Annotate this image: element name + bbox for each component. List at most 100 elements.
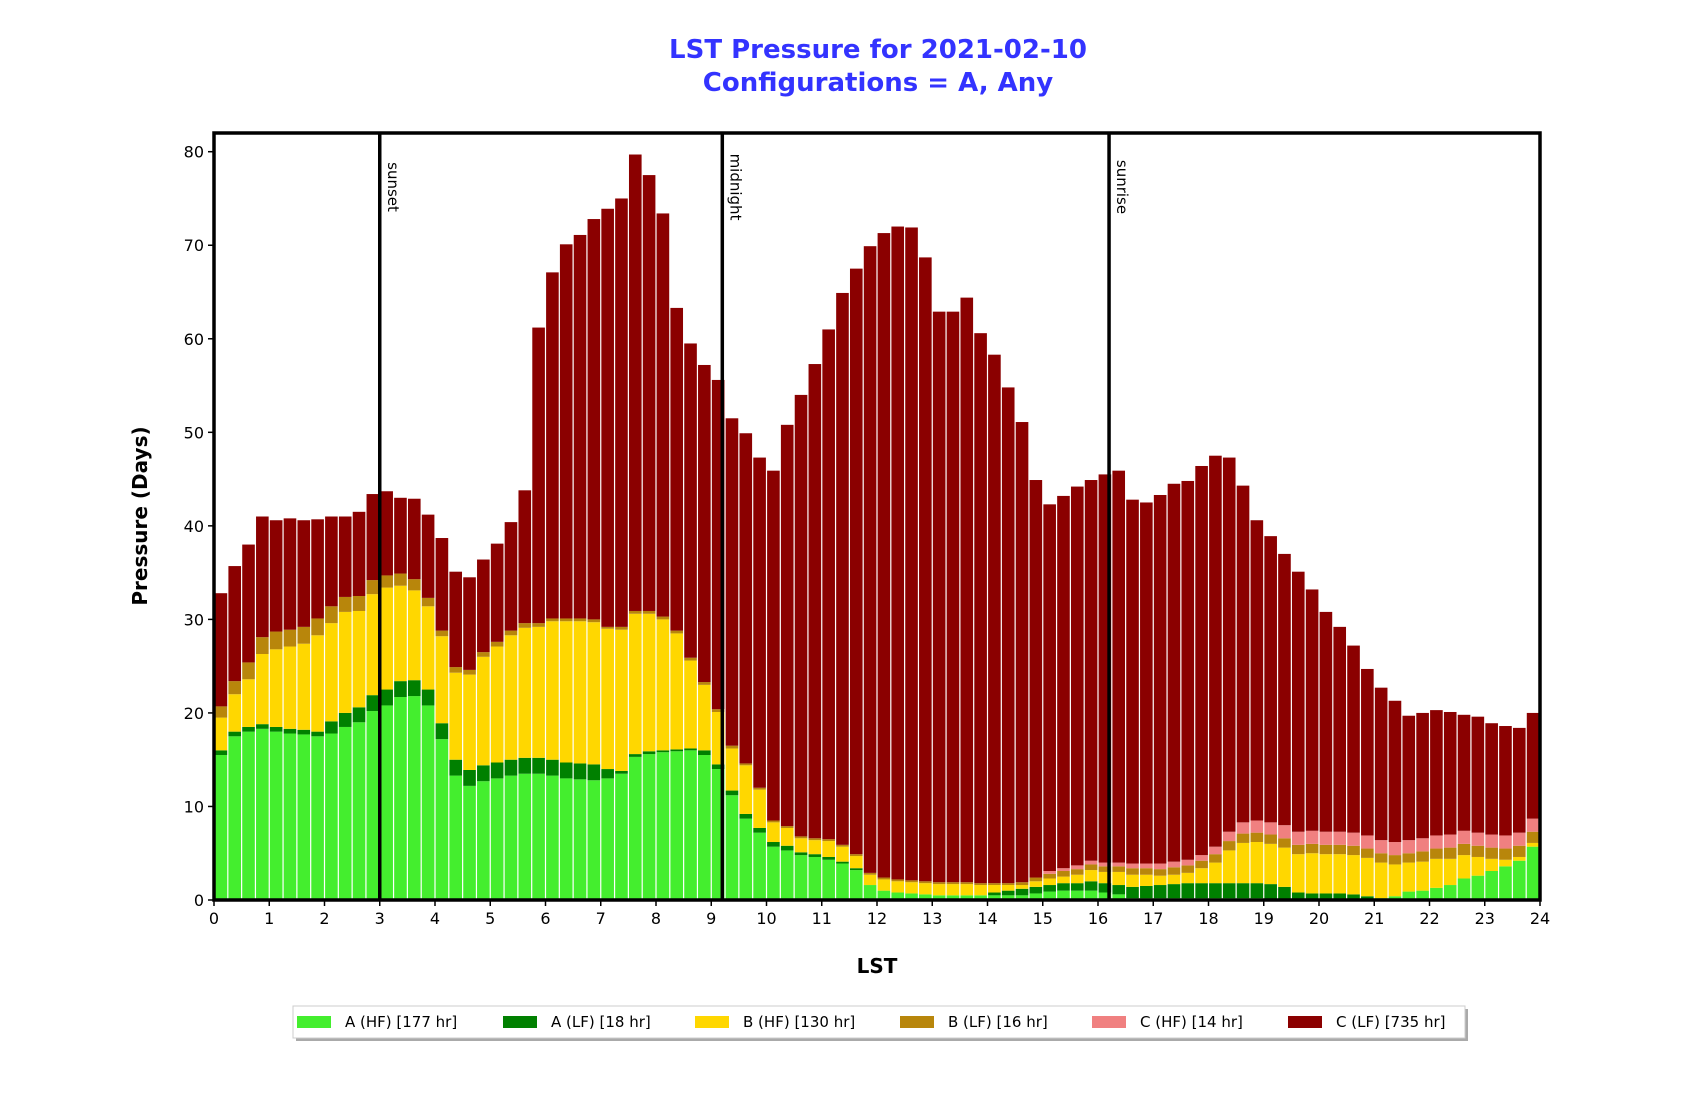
bar-segment-series-3 [297, 643, 311, 730]
bar-segment-series-2 [1181, 883, 1195, 899]
bar-segment-series-4 [642, 610, 656, 614]
bar-segment-series-4 [1471, 845, 1485, 857]
bar-segment-series-6 [311, 519, 324, 619]
bar-segment-series-3 [1084, 870, 1098, 882]
bar-segment-series-5 [1236, 822, 1250, 834]
bar-segment-series-6 [214, 593, 228, 707]
bar-segment-series-6 [1057, 495, 1070, 869]
bar-segment-series-3 [1305, 853, 1319, 894]
bar-segment-series-6 [338, 516, 352, 597]
bar-segment-series-2 [518, 757, 532, 774]
bar-segment-series-4 [615, 626, 628, 630]
bar-segment-series-2 [725, 790, 739, 796]
bar-segment-series-2 [1015, 888, 1029, 896]
bar-segment-series-3 [1319, 854, 1333, 894]
bar-segment-series-1 [794, 855, 808, 900]
bar-segment-series-1 [256, 728, 269, 900]
bar-segment-series-1 [1057, 890, 1070, 900]
legend: A (HF) [177 hr] A (LF) [18 hr] B (HF) [130… [292, 1005, 1468, 1041]
bar-segment-series-4 [1167, 867, 1181, 875]
bar-segment-series-3 [380, 587, 393, 690]
bar-segment-series-3 [573, 621, 587, 764]
bar-segment-series-4 [1333, 844, 1347, 855]
bar-segment-series-2 [573, 763, 587, 780]
bar-segment-series-3 [932, 884, 946, 896]
bar-segment-series-1 [311, 736, 324, 900]
bar-segment-series-3 [1195, 868, 1208, 884]
bar-segment-series-3 [1485, 858, 1498, 871]
bar-segment-series-1 [1388, 896, 1402, 900]
bar-segment-series-6 [394, 497, 407, 574]
bar-segment-series-2 [849, 868, 863, 871]
bar-segment-series-1 [767, 846, 780, 900]
bar-segment-series-6 [407, 498, 421, 580]
bar-segment-series-4 [684, 657, 697, 661]
bar-segment-series-4 [656, 616, 670, 620]
bar-segment-series-6 [352, 511, 366, 596]
bar-segment-series-2 [1319, 893, 1333, 900]
bar-segment-series-6 [1001, 387, 1015, 884]
bar-segment-series-3 [1388, 864, 1402, 897]
bar-segment-series-2 [656, 750, 670, 753]
bar-segment-series-6 [849, 268, 863, 855]
bar-segment-series-3 [670, 633, 684, 750]
bar-segment-series-3 [642, 613, 656, 752]
bar-segment-series-4 [670, 630, 684, 634]
x-tick-label: 6 [540, 909, 550, 928]
bar-segment-series-2 [1195, 883, 1208, 899]
bar-segment-series-5 [1457, 830, 1471, 844]
bar-segment-series-1 [490, 778, 504, 900]
bar-segment-series-4 [905, 880, 918, 883]
bar-segment-series-1 [1485, 871, 1498, 900]
bar-segment-series-6 [1181, 480, 1195, 860]
bar-segment-series-4 [974, 883, 987, 886]
bar-segment-series-4 [1250, 832, 1264, 842]
bar-segment-series-1 [684, 750, 697, 900]
x-tick-label: 16 [1088, 909, 1108, 928]
bar-segment-series-6 [1278, 553, 1291, 826]
bar-segment-series-2 [449, 759, 463, 776]
bar-segment-series-4 [587, 619, 601, 623]
bar-segment-series-6 [1264, 536, 1277, 823]
bar-segment-series-6 [366, 494, 380, 581]
bar-segment-series-6 [532, 327, 545, 624]
bar-segment-series-4 [532, 623, 545, 627]
bar-segment-series-3 [1361, 857, 1374, 897]
bar-segment-series-6 [504, 522, 518, 631]
bar-segment-series-6 [242, 544, 255, 663]
bar-segment-series-6 [794, 394, 808, 837]
bar-segment-series-5 [1209, 846, 1222, 855]
bar-segment-series-1 [615, 773, 628, 900]
bar-segment-series-2 [1167, 884, 1181, 899]
bar-segment-series-2 [670, 749, 684, 752]
bar-segment-series-6 [228, 566, 242, 682]
bar-segment-series-3 [698, 684, 711, 751]
bar-segment-series-1 [670, 751, 684, 900]
bar-segment-series-1 [822, 859, 835, 900]
y-tick-label: 10 [184, 797, 204, 816]
bar-segment-series-6 [1222, 457, 1236, 832]
bar-segment-series-1 [628, 756, 642, 900]
bar-segment-series-5 [1416, 838, 1429, 852]
bar-segment-series-3 [891, 881, 905, 893]
bar-segment-series-4 [1126, 868, 1139, 875]
bar-segment-series-5 [1402, 840, 1416, 854]
bar-segment-series-2 [628, 754, 642, 757]
bar-segment-series-3 [1126, 874, 1139, 887]
bar-segment-series-4 [1305, 843, 1319, 854]
bar-segment-series-2 [435, 723, 449, 740]
x-tick-label: 14 [977, 909, 997, 928]
bar-segment-series-3 [490, 646, 504, 763]
bar-segment-series-3 [1043, 878, 1056, 886]
bar-segment-series-1 [573, 779, 587, 900]
bar-segment-series-3 [407, 590, 421, 681]
bar-segment-series-3 [725, 748, 739, 791]
bar-segment-series-3 [1167, 874, 1181, 885]
bar-segment-series-6 [297, 520, 311, 627]
bar-segment-series-2 [297, 729, 311, 735]
bar-segment-series-2 [822, 856, 835, 860]
bar-segment-series-4 [214, 706, 228, 718]
bar-segment-series-6 [615, 198, 628, 627]
y-tick-label: 80 [184, 143, 204, 162]
